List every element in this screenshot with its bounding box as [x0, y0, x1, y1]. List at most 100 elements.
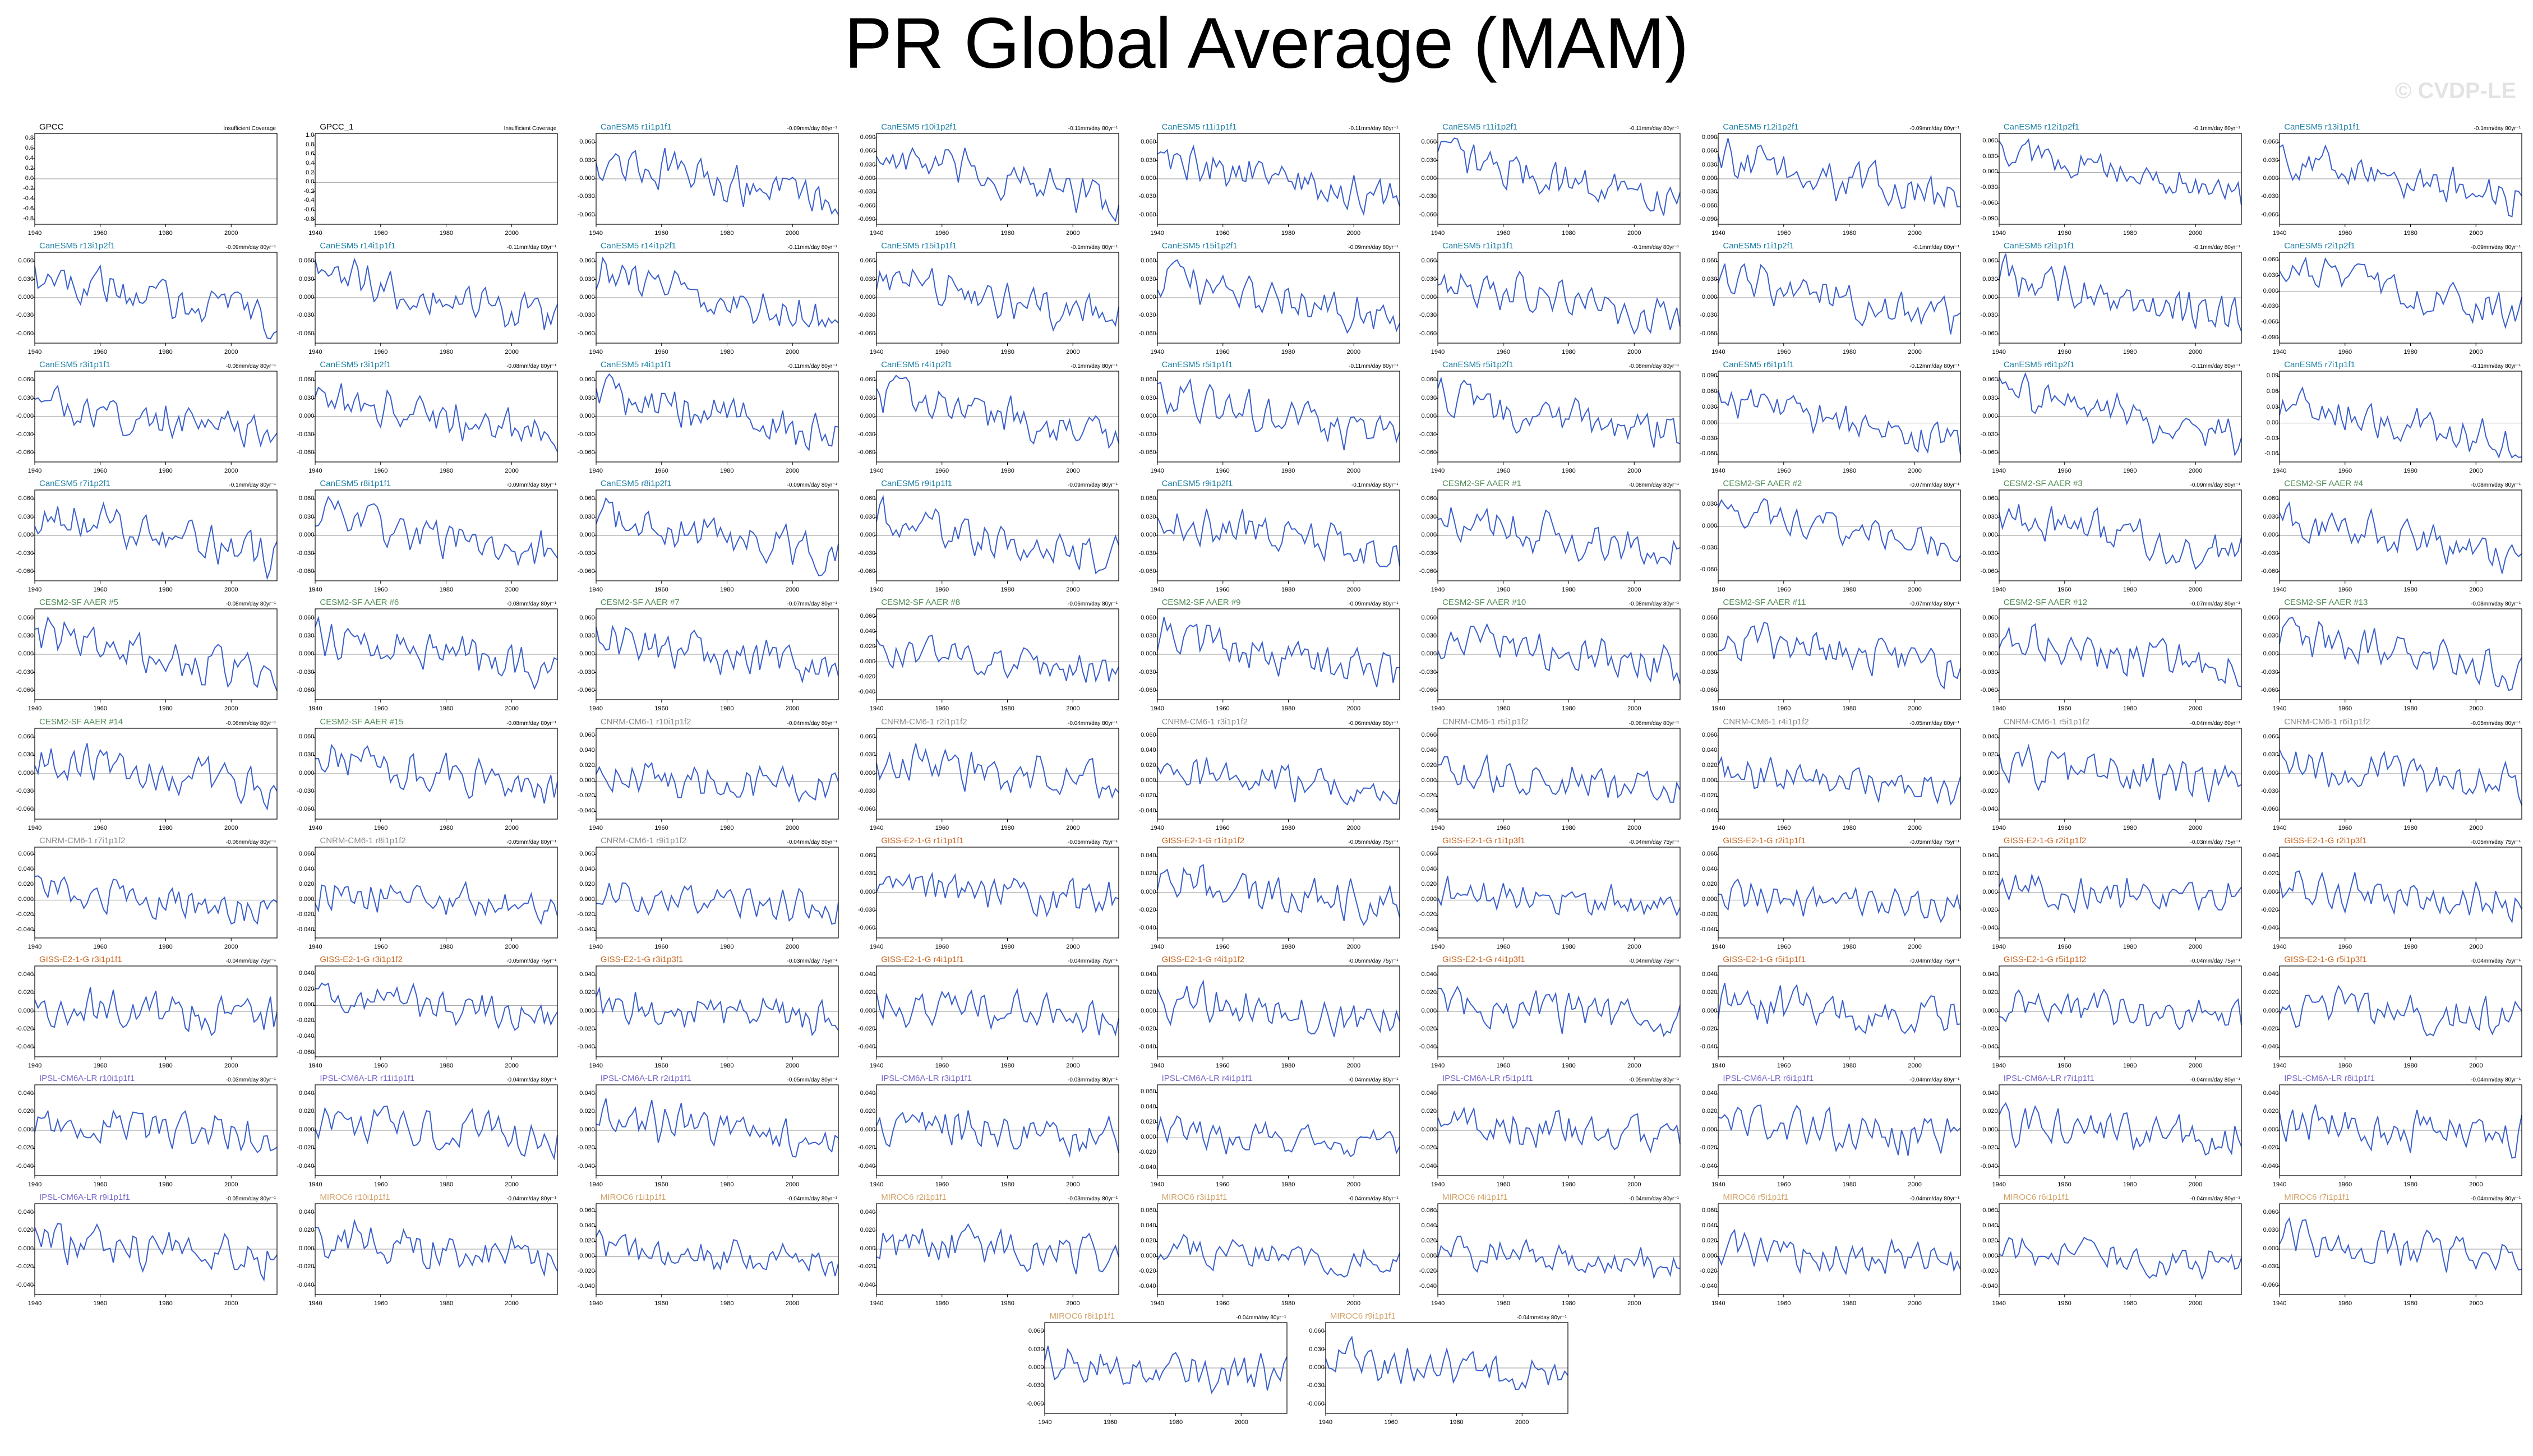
y-tick-label: -0.030 — [577, 431, 595, 438]
y-tick-label: -0.030 — [1700, 544, 1718, 551]
y-tick-label: 0.000 — [298, 1126, 315, 1133]
panel-trend: -0.05mm/day 80yr⁻¹ — [2470, 720, 2521, 727]
x-tick-label: 1980 — [439, 943, 454, 950]
x-tick-label: 2000 — [2188, 586, 2203, 594]
panel-title: CNRM-CM6-1 r4i1p1f2 — [1723, 717, 1809, 727]
series-line — [34, 743, 278, 811]
y-tick-label: 0.030 — [1701, 161, 1718, 168]
x-tick-label: 1960 — [93, 586, 107, 594]
x-tick-label: 1960 — [1777, 943, 1791, 950]
x-tick-label: 1940 — [589, 1062, 603, 1069]
x-tick-label: 1960 — [654, 349, 668, 356]
series-line — [595, 147, 839, 215]
y-tick-label: -0.020 — [1980, 1268, 1998, 1275]
panel-plot — [874, 133, 1120, 227]
y-tick-label: 0.060 — [298, 733, 315, 740]
y-tick-label: 0.020 — [860, 1108, 876, 1115]
panel-trend: -0.03mm/day 75yr⁻¹ — [787, 958, 837, 964]
x-tick-label: 1940 — [2272, 1300, 2287, 1307]
x-tick-label: 1980 — [2123, 586, 2137, 594]
x-tick-label: 1980 — [1000, 1300, 1014, 1307]
y-tick-label: -0.060 — [297, 330, 315, 337]
y-tick-label: -0.030 — [16, 787, 34, 794]
panel-trend: -0.04mm/day 75yr⁻¹ — [2190, 958, 2240, 964]
panel-title: CanESM5 r15i1p2f1 — [1161, 241, 1238, 251]
y-tick-label: 0.000 — [1141, 294, 1156, 301]
x-tick-label: 2000 — [1627, 824, 1641, 831]
x-tick-label: 1980 — [1562, 349, 1576, 356]
panel-trend: -0.03mm/day 80yr⁻¹ — [225, 1076, 276, 1083]
x-tick-label: 1980 — [439, 1300, 454, 1307]
y-tick-label: 0.000 — [1141, 1007, 1156, 1014]
y-tick-label: 0.060 — [298, 376, 315, 383]
panel-title: MIROC6 r9i1p1f1 — [1330, 1311, 1396, 1321]
y-tick-label: 0.020 — [18, 989, 34, 996]
panel-trend: -0.11mm/day 80yr⁻¹ — [1349, 363, 1399, 370]
y-tick-label: 0.060 — [18, 614, 34, 621]
plot-frame — [1156, 727, 1400, 820]
panel-title: CanESM5 r14i1p2f1 — [600, 241, 676, 251]
panel-plot — [1436, 489, 1681, 584]
x-tick-label: 1960 — [2338, 1062, 2352, 1069]
y-tick-label: 0.030 — [1982, 275, 1998, 283]
x-tick-label: 1980 — [439, 1062, 454, 1069]
x-tick-label: 2000 — [2469, 1300, 2483, 1307]
y-tick-label: 0.000 — [1141, 413, 1156, 420]
panel-trend: -0.09mm/day 80yr⁻¹ — [787, 126, 837, 132]
x-tick-label: 1940 — [1431, 230, 1445, 237]
series-line — [2279, 749, 2523, 806]
y-tick-label: 0.000 — [1982, 650, 1998, 658]
series-line — [2279, 501, 2522, 574]
panel-87: MIROC6 r5i1p1f1 -0.04mm/day 80yr⁻¹ 0.060 0.… — [1683, 1192, 1964, 1311]
series-line — [1156, 863, 1400, 926]
y-tick-label: 0.060 — [579, 851, 595, 858]
panel-trend: -0.1mm/day 80yr⁻¹ — [1071, 244, 1118, 251]
y-tick-label: -0.040 — [857, 1043, 876, 1051]
panel-65: GISS-E2-1-G r3i1p3f1 -0.03mm/day 75yr⁻¹ 0.… — [561, 955, 842, 1074]
x-tick-label: 1960 — [935, 349, 949, 356]
panel-plot — [2277, 133, 2523, 227]
y-tick-label: 0.000 — [2263, 769, 2279, 776]
x-tick-label: 2000 — [785, 1300, 800, 1307]
y-tick-label: -0.030 — [297, 431, 315, 438]
y-tick-label: 0.020 — [1982, 1108, 1998, 1115]
panel-plot — [1996, 965, 2242, 1060]
series-line — [1999, 988, 2242, 1030]
series-line — [315, 257, 559, 330]
series-line — [876, 988, 1120, 1037]
x-tick-label: 1980 — [1562, 468, 1576, 475]
y-tick-label: 0.040 — [579, 970, 595, 978]
x-tick-label: 1940 — [27, 1062, 42, 1069]
series-line — [2279, 256, 2523, 330]
y-tick-label: 0.060 — [1309, 1328, 1325, 1335]
panel-plot — [33, 1203, 278, 1297]
panel-trend: -0.03mm/day 80yr⁻¹ — [1067, 1076, 1118, 1083]
panel-title: CanESM5 r11i1p2f1 — [1442, 122, 1517, 132]
y-tick-label: 0.020 — [860, 989, 876, 996]
x-tick-label: 1940 — [308, 1062, 322, 1069]
x-tick-label: 1980 — [720, 1181, 734, 1188]
y-tick-label: 0.000 — [1421, 1252, 1437, 1260]
plot-frame — [1718, 489, 1961, 581]
y-tick-label: -0.060 — [1419, 211, 1437, 218]
series-line — [1156, 757, 1400, 806]
series-line — [596, 882, 839, 925]
y-tick-label: 0.020 — [2263, 1108, 2279, 1115]
x-tick-label: 1940 — [1150, 705, 1164, 713]
y-tick-label: 0.0 — [25, 175, 34, 182]
panel-title: CanESM5 r8i1p2f1 — [600, 479, 672, 489]
panel-title: GISS-E2-1-G r2i1p1f2 — [2003, 835, 2087, 845]
y-tick-label: 0.030 — [1421, 394, 1437, 401]
panel-plot — [1716, 608, 1962, 703]
x-tick-label: 1960 — [1216, 1062, 1230, 1069]
y-tick-label: 0.040 — [18, 1089, 34, 1097]
panel-trend: -0.06mm/day 80yr⁻¹ — [1628, 720, 1679, 727]
y-tick-label: 0.040 — [1421, 747, 1437, 754]
x-tick-label: 2000 — [1627, 943, 1641, 950]
x-tick-label: 1960 — [93, 1300, 107, 1307]
y-tick-label: 0.030 — [1141, 632, 1156, 639]
y-tick-label: 0.060 — [1982, 614, 1998, 621]
y-tick-label: 0.040 — [579, 1089, 595, 1097]
y-tick-label: -0.020 — [857, 1025, 876, 1033]
y-tick-label: -0.060 — [2260, 687, 2279, 694]
